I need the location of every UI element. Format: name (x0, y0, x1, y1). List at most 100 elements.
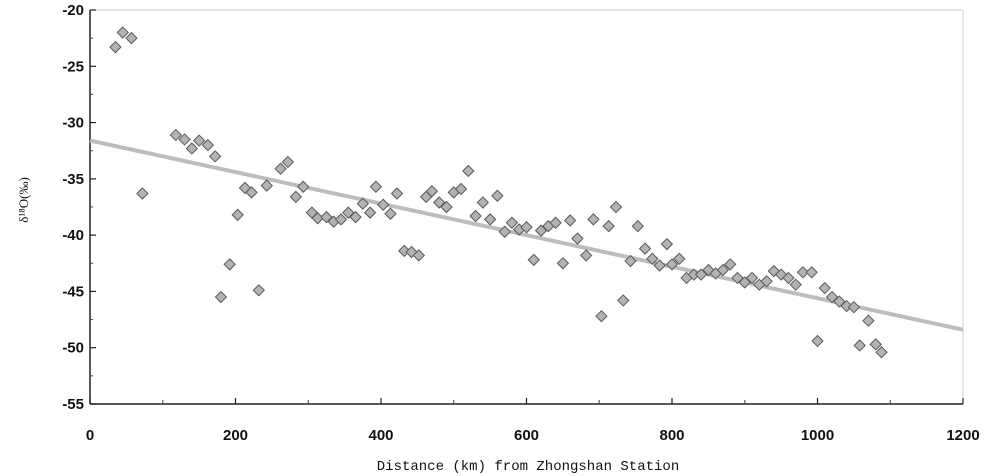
data-point (571, 232, 584, 245)
data-point (491, 189, 504, 202)
data-point (789, 278, 802, 291)
y-tick-label: -30 (62, 115, 84, 132)
data-point (609, 200, 623, 214)
data-point (694, 268, 708, 281)
data-point (412, 249, 426, 262)
data-point (738, 276, 751, 289)
data-point (125, 31, 138, 45)
data-point (527, 253, 540, 267)
data-point (469, 209, 482, 223)
data-point (602, 219, 615, 233)
x-tick-label: 400 (368, 427, 393, 444)
data-point (289, 190, 303, 204)
data-point (462, 164, 475, 178)
data-point (192, 134, 206, 147)
data-point (631, 219, 645, 233)
data-point (296, 180, 310, 193)
data-point (169, 128, 183, 142)
x-tick-label: 1200 (946, 427, 979, 444)
data-point (595, 309, 608, 323)
y-tick-label: -55 (62, 396, 84, 413)
data-points (109, 26, 888, 359)
x-tick-label: 0 (86, 427, 94, 444)
data-point (811, 334, 824, 348)
data-point (818, 281, 831, 295)
y-tick-label: -20 (62, 2, 84, 19)
data-point (342, 206, 355, 219)
data-point (825, 290, 839, 304)
data-point (617, 294, 630, 307)
x-tick-label: 600 (514, 427, 539, 444)
data-point (833, 295, 846, 308)
data-point (723, 258, 737, 271)
plot-frame (89, 9, 964, 405)
data-point (556, 257, 570, 270)
data-point (847, 300, 861, 314)
x-tick-label: 200 (223, 427, 248, 444)
data-point (549, 216, 562, 229)
data-point (384, 207, 397, 220)
data-point (136, 187, 149, 200)
data-point (483, 213, 497, 226)
data-point (673, 252, 686, 265)
data-point (745, 271, 759, 285)
data-point (862, 314, 875, 327)
data-point (320, 210, 333, 224)
data-point (579, 249, 593, 262)
data-point (281, 155, 295, 169)
data-point (252, 284, 265, 297)
data-point (260, 179, 273, 192)
data-point (796, 266, 810, 279)
data-point (624, 254, 637, 268)
y-tick-label: -40 (62, 227, 84, 244)
x-tick-label: 1000 (801, 427, 834, 444)
data-point (653, 259, 666, 272)
data-point (660, 237, 674, 251)
y-tick-label: -35 (62, 171, 84, 188)
data-point (563, 214, 577, 227)
data-point (432, 196, 446, 209)
data-point (520, 221, 533, 234)
data-point (201, 138, 215, 152)
data-point (782, 271, 795, 285)
data-point (638, 242, 652, 255)
data-point (534, 224, 548, 237)
data-point (716, 263, 730, 277)
y-axis-label: δ¹⁸O(‰) (16, 177, 31, 223)
data-point (334, 213, 348, 226)
y-tick-label: -45 (62, 283, 84, 300)
data-point (646, 252, 659, 265)
data-point (231, 208, 244, 222)
data-point (665, 258, 679, 271)
data-point (208, 150, 222, 163)
data-point (369, 180, 383, 193)
y-axis: -20 -25 -30 -35 -40 -45 -50 -55 (62, 2, 96, 413)
data-point (349, 210, 362, 224)
data-point (454, 182, 468, 196)
data-point (376, 198, 390, 211)
data-point (869, 338, 882, 351)
data-point (109, 40, 122, 54)
data-point (178, 133, 191, 146)
data-point (440, 200, 453, 214)
data-point (805, 266, 818, 279)
x-axis: 0 200 400 600 800 1000 1200 (86, 398, 980, 444)
data-point (185, 142, 199, 155)
data-point (505, 216, 519, 229)
data-point (245, 186, 258, 199)
data-point (274, 162, 287, 175)
data-point (223, 258, 236, 271)
data-point (476, 196, 490, 209)
data-point (760, 275, 773, 288)
data-point (356, 197, 370, 210)
data-point (875, 346, 888, 359)
x-tick-label: 800 (659, 427, 684, 444)
data-point (214, 290, 228, 304)
data-point (853, 339, 866, 352)
data-point (498, 225, 511, 238)
data-point (731, 271, 744, 285)
trendline (89, 138, 964, 332)
y-tick-label: -25 (62, 58, 84, 75)
data-point (116, 26, 129, 39)
